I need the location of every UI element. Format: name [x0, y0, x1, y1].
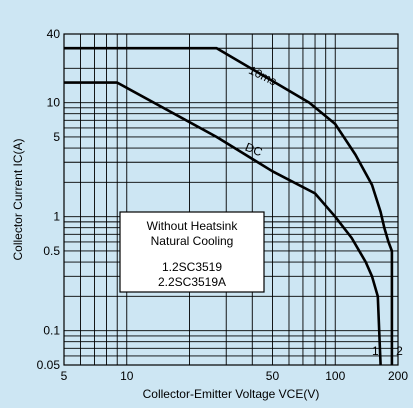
legend-line-part-2: 2.2SC3519A: [158, 275, 226, 289]
y-tick-label: 5: [53, 130, 60, 144]
y-tick-label: 1: [53, 210, 60, 224]
y-tick-label: 40: [47, 27, 61, 41]
y-axis-label: Collector Current IC(A): [11, 138, 25, 260]
legend-line-part-1: 1.2SC3519: [162, 260, 222, 274]
legend-line-natural-cooling: Natural Cooling: [151, 234, 234, 248]
tick-labels: 5 10 50 100 200 0.05 0.1 0.5 1 5 10 40: [37, 27, 409, 383]
series-label-dc: DC: [243, 140, 265, 160]
x-axis-label: Collector-Emitter Voltage VCE(V): [143, 387, 320, 401]
x-tick-label: 10: [120, 369, 134, 383]
series-line-dc: [64, 81, 382, 366]
y-tick-label: 0.05: [37, 358, 61, 372]
series-label-10ms: 10ms: [246, 63, 279, 88]
series-line-10ms: [64, 46, 394, 365]
plot-frame: [63, 33, 399, 366]
annotation-2: 2: [396, 344, 403, 358]
x-tick-label: 100: [325, 369, 345, 383]
x-tick-label: 5: [61, 369, 68, 383]
x-tick-label: 200: [388, 369, 408, 383]
legend-box: Without Heatsink Natural Cooling 1.2SC35…: [119, 211, 265, 293]
y-tick-label: 0.1: [43, 324, 60, 338]
annotation-1: 1: [372, 344, 379, 358]
curves: 10ms DC: [64, 46, 394, 366]
legend-line-without-heatsink: Without Heatsink: [147, 219, 239, 233]
x-tick-label: 50: [266, 369, 280, 383]
y-tick-label: 0.5: [43, 244, 60, 258]
y-tick-label: 10: [47, 96, 61, 110]
